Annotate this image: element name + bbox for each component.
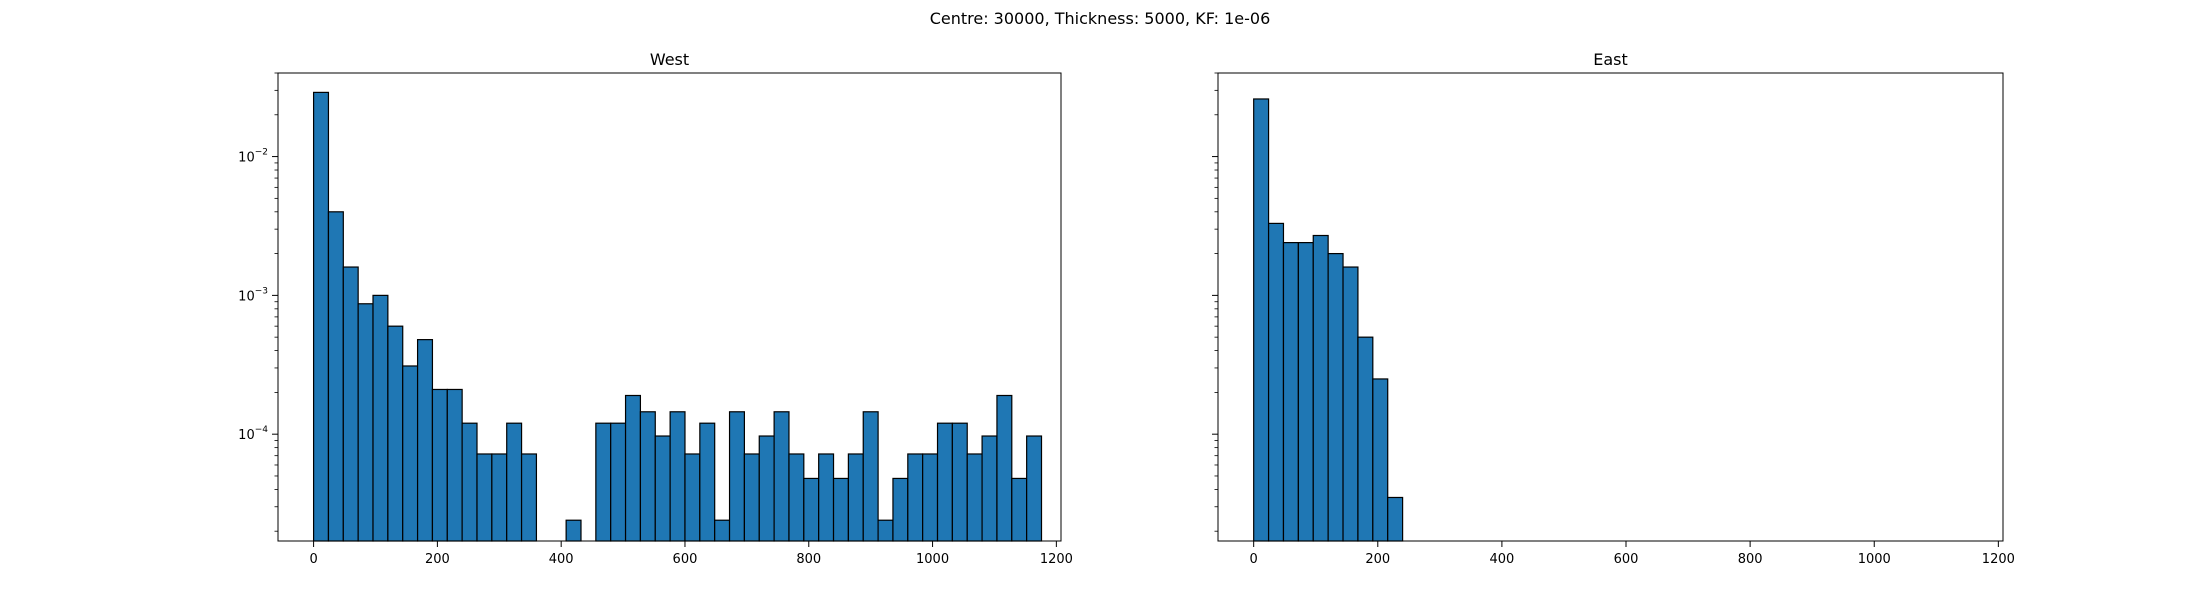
west-histogram-bar xyxy=(758,435,775,542)
east-histogram-bar xyxy=(1282,242,1299,542)
east-x-tick-label: 0 xyxy=(1250,552,1258,567)
west-x-tick-label: 200 xyxy=(425,552,450,567)
west-histogram-bar xyxy=(803,477,820,542)
west-x-tick-label: 0 xyxy=(309,552,317,567)
east-x-tick-label: 1000 xyxy=(1858,552,1891,567)
figure-title: Centre: 30000, Thickness: 5000, KF: 1e-0… xyxy=(930,9,1271,28)
west-histogram-bar xyxy=(788,453,805,542)
west-histogram-bar xyxy=(728,411,745,542)
west-histogram-bar xyxy=(892,477,909,542)
west-x-tick-label: 600 xyxy=(673,552,698,567)
east-x-tick-label: 200 xyxy=(1365,552,1390,567)
west-histogram-bar xyxy=(387,325,404,542)
west-histogram-bar xyxy=(402,365,419,542)
west-histogram-bar xyxy=(684,453,701,542)
west-histogram-bar xyxy=(699,422,716,542)
west-histogram-bar xyxy=(832,477,849,542)
west-histogram-bar xyxy=(565,519,582,542)
east-histogram-bar xyxy=(1327,252,1344,542)
west-histogram-bar xyxy=(520,453,538,542)
east-histogram-bar xyxy=(1267,222,1285,542)
west-histogram-bar xyxy=(743,453,760,542)
west-histogram-bar xyxy=(624,394,642,542)
west-histogram-bar xyxy=(506,422,523,542)
west-panel: West 10−4 10−3 10−2 0 200 400 600 800 1000 1200 xyxy=(238,50,1073,567)
west-histogram-bar xyxy=(431,388,448,542)
west-histogram-bar xyxy=(416,339,434,542)
west-x-axis-ticks: 0 200 400 600 800 1000 1200 xyxy=(309,541,1073,567)
west-y-axis-ticks: 10−4 10−3 10−2 xyxy=(238,148,278,443)
west-histogram-bar xyxy=(922,453,939,542)
west-histogram-bar xyxy=(966,453,983,542)
west-histogram-bar xyxy=(669,411,686,542)
west-bars xyxy=(312,91,1043,542)
west-x-tick-label: 1200 xyxy=(1040,552,1073,567)
west-histogram-bar xyxy=(595,422,612,542)
west-histogram-bar xyxy=(877,519,894,542)
west-histogram-bar xyxy=(446,388,463,542)
west-histogram-bar xyxy=(357,303,374,542)
east-histogram-bar xyxy=(1253,98,1270,542)
west-histogram-bar xyxy=(714,519,731,542)
east-histogram-bar xyxy=(1357,336,1374,542)
east-x-tick-label: 1200 xyxy=(1982,552,2015,567)
west-histogram-bar xyxy=(461,422,478,542)
east-histogram-bar xyxy=(1342,266,1359,542)
east-panel-title: East xyxy=(1593,50,1628,69)
east-axes-frame xyxy=(1217,72,2004,542)
west-histogram-bar xyxy=(773,411,790,542)
west-histogram-bar xyxy=(491,453,508,542)
west-histogram-bar xyxy=(818,453,835,542)
west-histogram-bar xyxy=(327,211,344,542)
west-histogram-bar xyxy=(654,435,671,542)
east-x-axis-ticks: 0 200 400 600 800 1000 1200 xyxy=(1250,541,2015,567)
west-histogram-bar xyxy=(1011,477,1028,542)
east-histogram-bar xyxy=(1297,242,1314,542)
east-histogram-bar xyxy=(1387,496,1404,542)
west-histogram-bar xyxy=(372,294,389,542)
west-y-tick-label: 10−4 xyxy=(238,425,268,443)
east-x-tick-label: 600 xyxy=(1614,552,1639,567)
west-histogram-bar xyxy=(1026,435,1043,542)
west-histogram-bar xyxy=(862,411,879,542)
west-histogram-bar xyxy=(342,266,359,542)
west-axes-frame xyxy=(277,72,1062,542)
west-histogram-bar xyxy=(847,453,864,542)
west-histogram-bar xyxy=(981,435,998,542)
west-histogram-bar xyxy=(639,411,656,542)
west-histogram-bar xyxy=(610,422,627,542)
west-y-tick-label: 10−2 xyxy=(238,148,268,166)
west-histogram-bar xyxy=(936,422,953,542)
west-y-tick-label: 10−3 xyxy=(238,286,268,304)
east-minor-y-ticks xyxy=(1214,72,1218,532)
east-panel: East 0 200 400 600 800 1000 1200 xyxy=(1212,50,2015,567)
west-histogram-bar xyxy=(907,453,924,542)
west-x-tick-label: 400 xyxy=(549,552,574,567)
west-x-tick-label: 800 xyxy=(796,552,821,567)
east-x-tick-label: 800 xyxy=(1738,552,1763,567)
east-y-axis-ticks xyxy=(1212,156,1218,435)
east-histogram-bar xyxy=(1372,378,1389,542)
east-bars xyxy=(1253,98,1404,542)
west-minor-y-ticks xyxy=(274,72,278,532)
west-panel-title: West xyxy=(650,50,689,69)
west-histogram-bar xyxy=(476,453,493,542)
east-histogram-bar xyxy=(1312,234,1329,542)
east-x-tick-label: 400 xyxy=(1489,552,1514,567)
west-histogram-bar xyxy=(996,394,1013,542)
west-histogram-bar xyxy=(951,422,968,542)
west-x-tick-label: 1000 xyxy=(916,552,949,567)
west-histogram-bar xyxy=(312,91,330,542)
